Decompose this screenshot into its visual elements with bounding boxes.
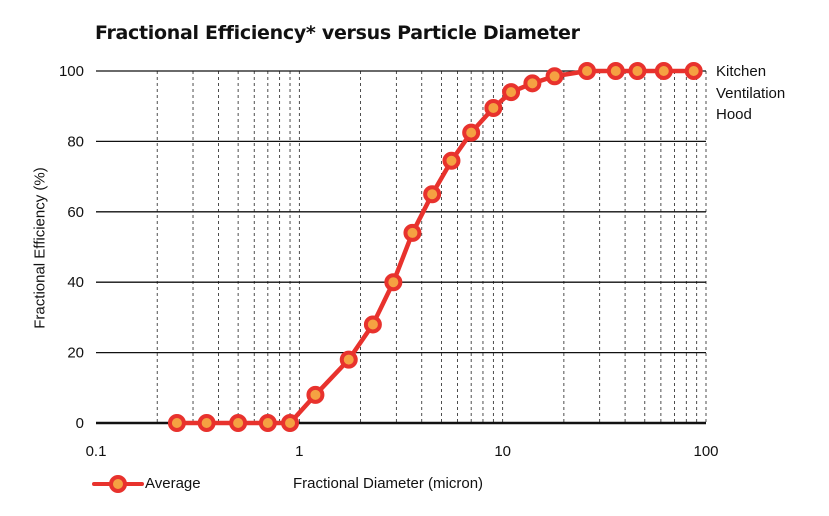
data-point (197, 414, 216, 432)
y-tick-label: 40 (67, 274, 84, 291)
data-point (281, 414, 300, 432)
annotation-line-3: Hood (716, 106, 752, 123)
x-tick-labels: 0.1 1 10 100 (86, 443, 719, 460)
data-point (442, 151, 461, 170)
chart-title: Fractional Efficiency* versus Particle D… (95, 22, 580, 44)
data-point (684, 62, 703, 80)
legend-label: Average (145, 475, 201, 492)
x-tick-label: 0.1 (86, 443, 107, 460)
data-series (167, 62, 703, 432)
legend (92, 473, 144, 495)
x-tick-label: 100 (693, 443, 718, 460)
data-point (523, 74, 542, 93)
data-point (654, 62, 673, 80)
y-tick-label: 100 (59, 63, 84, 80)
x-tick-label: 10 (494, 443, 511, 460)
annotation-line-1: Kitchen (716, 63, 767, 80)
series-line (174, 68, 696, 426)
y-axis-label: Fractional Efficiency (%) (31, 167, 49, 329)
data-point (384, 273, 403, 292)
vertical-gridlines (156, 71, 707, 423)
data-point (306, 385, 325, 404)
y-tick-labels: 0 20 40 60 80 100 (59, 63, 84, 432)
annotation-line-2: Ventilation (716, 85, 786, 102)
data-point (363, 315, 382, 334)
data-point (229, 414, 248, 432)
y-tick-label: 60 (67, 204, 84, 221)
y-tick-label: 80 (67, 133, 84, 150)
data-point (258, 414, 277, 432)
y-tick-label: 20 (67, 345, 84, 362)
data-point (628, 62, 647, 80)
x-tick-label: 1 (295, 443, 303, 460)
data-point (339, 350, 358, 369)
data-point (545, 67, 564, 86)
data-point (502, 83, 521, 102)
y-tick-label: 0 (76, 415, 84, 432)
data-point (403, 223, 422, 242)
data-point (462, 123, 481, 142)
data-point (167, 414, 186, 432)
data-point (578, 62, 597, 80)
x-axis-label: Fractional Diameter (micron) (293, 475, 484, 492)
data-point (484, 98, 503, 117)
legend-marker-icon (92, 475, 144, 493)
data-point (423, 185, 442, 204)
data-point (606, 62, 625, 80)
horizontal-gridlines (96, 70, 706, 425)
